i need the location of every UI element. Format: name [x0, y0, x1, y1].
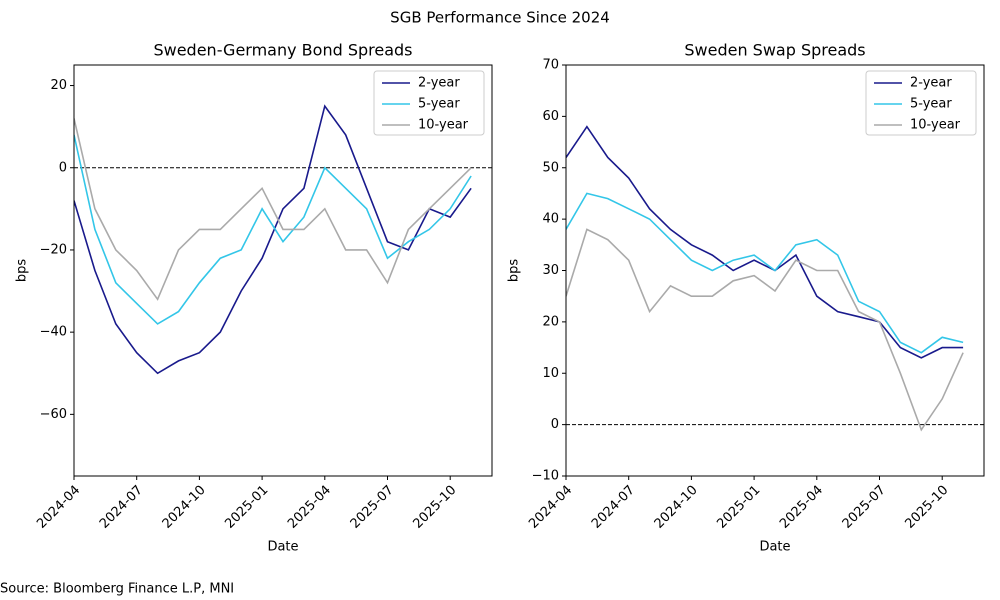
series-line: [566, 125, 964, 359]
y-tick-label: 20: [50, 78, 67, 93]
x-tick-label: 2025-07: [348, 483, 397, 532]
y-tick-label: 20: [542, 314, 559, 329]
y-tick-label: 70: [542, 58, 559, 73]
legend-label: 10-year: [910, 118, 961, 133]
series-line: [74, 134, 472, 325]
x-tick-label: 2024-04: [526, 483, 575, 532]
y-tick-label: 30: [542, 263, 559, 278]
source-note: Source: Bloomberg Finance L.P, MNI: [0, 582, 234, 597]
axes-frame: [73, 64, 493, 477]
x-tick-label: 2024-07: [97, 483, 146, 532]
y-tick-label: −60: [40, 407, 67, 422]
axes-frame: [565, 64, 985, 477]
x-tick-label: 2025-01: [714, 483, 763, 532]
y-tick-label: 50: [542, 160, 559, 175]
y-tick-label: −40: [40, 325, 67, 340]
x-axis-label: Date: [759, 540, 790, 555]
x-tick-label: 2025-10: [902, 483, 951, 532]
series-line: [566, 192, 964, 354]
y-tick-label: 10: [542, 366, 559, 381]
legend-label: 2-year: [418, 76, 460, 91]
legend-box: [865, 70, 977, 136]
y-tick-label: −20: [40, 242, 67, 257]
x-tick-label: 2025-04: [777, 483, 826, 532]
y-tick-label: 60: [542, 109, 559, 124]
x-tick-label: 2025-10: [410, 483, 459, 532]
y-axis-label: bps: [507, 259, 522, 283]
axes-title: Sweden-Germany Bond Spreads: [153, 41, 412, 60]
x-tick-label: 2024-07: [589, 483, 638, 532]
x-tick-label: 2025-04: [285, 483, 334, 532]
legend-label: 2-year: [910, 76, 952, 91]
y-tick-label: 0: [551, 417, 559, 432]
figure-title: SGB Performance Since 2024: [390, 9, 610, 27]
x-tick-label: 2025-01: [222, 483, 271, 532]
y-axis-label: bps: [15, 259, 30, 283]
legend-label: 5-year: [418, 97, 460, 112]
y-tick-label: −10: [532, 469, 559, 484]
x-tick-label: 2024-04: [34, 483, 83, 532]
legend-label: 10-year: [418, 118, 469, 133]
series-line: [74, 104, 472, 375]
y-tick-label: 0: [59, 160, 67, 175]
x-tick-label: 2024-10: [160, 483, 209, 532]
series-line: [74, 118, 472, 301]
legend-label: 5-year: [910, 97, 952, 112]
x-axis-label: Date: [267, 540, 298, 555]
series-line: [566, 228, 964, 432]
y-tick-label: 40: [542, 212, 559, 227]
x-tick-label: 2025-07: [840, 483, 889, 532]
x-tick-label: 2024-10: [652, 483, 701, 532]
legend-box: [373, 70, 485, 136]
axes-title: Sweden Swap Spreads: [684, 41, 865, 60]
